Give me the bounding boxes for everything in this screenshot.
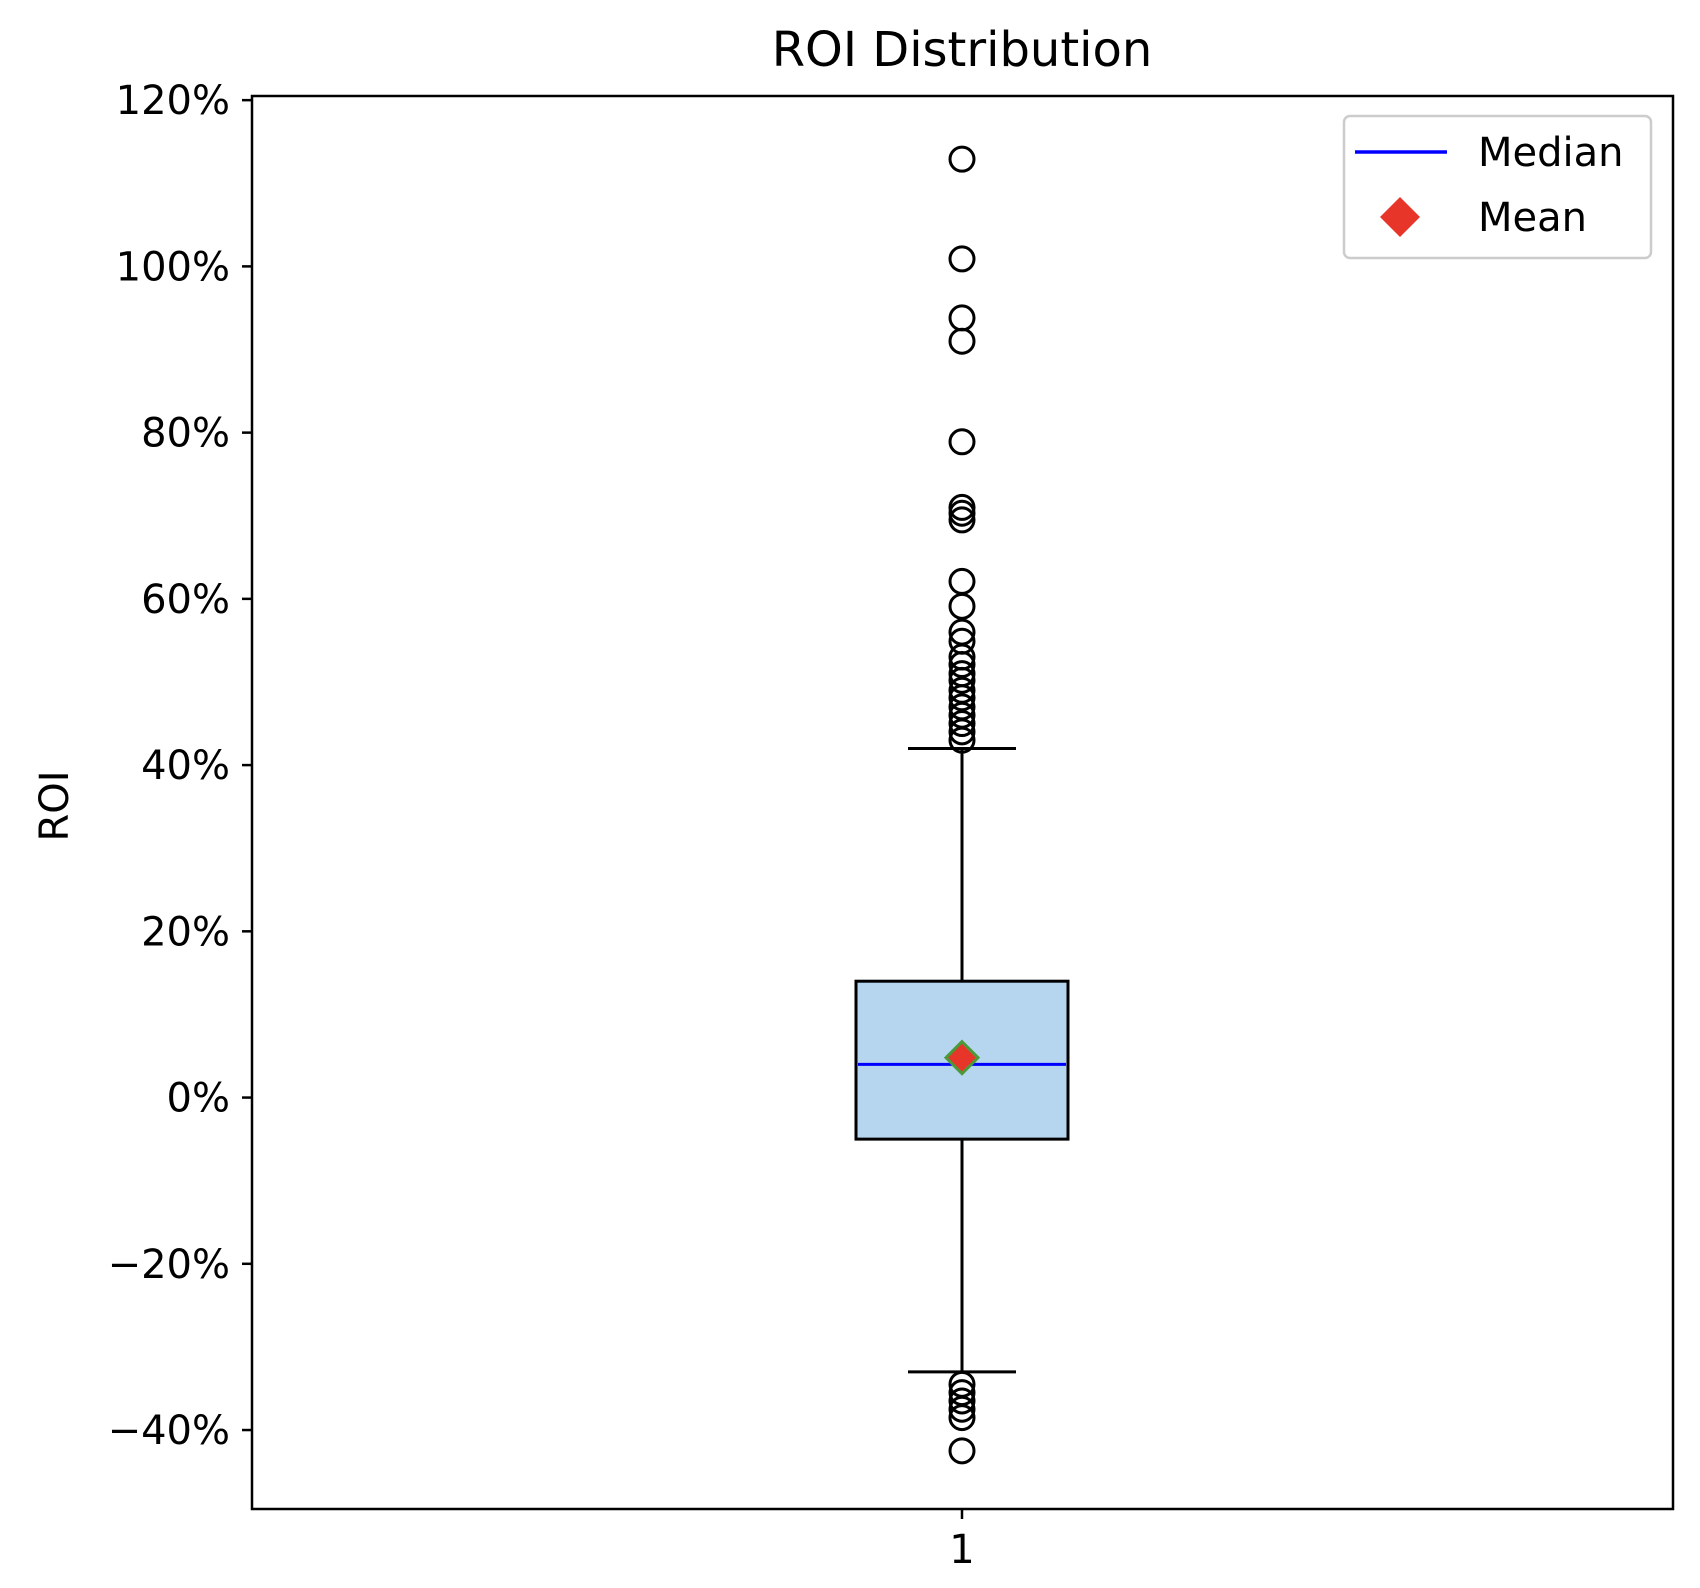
mean-marker	[943, 1039, 981, 1076]
outlier-point	[948, 651, 976, 679]
outlier-point	[948, 428, 976, 456]
outlier-point	[948, 1387, 976, 1415]
outlier-point	[948, 245, 976, 273]
y-tick-label: 20%	[141, 909, 230, 955]
outlier-point	[948, 327, 976, 355]
outlier-point	[948, 592, 976, 620]
outlier-point	[948, 1437, 976, 1465]
outlier-point	[948, 145, 976, 173]
outlier-point	[948, 1395, 976, 1423]
y-axis-label: ROI	[32, 770, 78, 841]
outlier-point	[948, 666, 976, 694]
y-tick-label: 60%	[141, 577, 230, 623]
outlier-point	[948, 304, 976, 332]
outlier-point	[948, 499, 976, 527]
y-tick-label: −20%	[108, 1242, 230, 1288]
legend-mean-swatch	[1380, 197, 1420, 237]
y-tick-label: 120%	[116, 78, 230, 124]
outlier-point	[948, 710, 976, 738]
legend: Median Mean	[1342, 114, 1653, 260]
outlier-point	[948, 567, 976, 595]
y-tick-label: 80%	[141, 411, 230, 457]
plot-area: −40% −20% 0% 20% 40% 60% 80% 100% 120% 1	[108, 78, 1675, 1573]
y-tick-label: 40%	[141, 743, 230, 789]
x-tick-label: 1	[949, 1527, 974, 1573]
legend-mean-label: Mean	[1478, 195, 1587, 241]
y-tick-label: −40%	[108, 1408, 230, 1454]
outlier-point	[948, 506, 976, 534]
legend-median-label: Median	[1478, 130, 1624, 176]
y-tick-label: 100%	[116, 244, 230, 290]
y-tick-label: 0%	[167, 1076, 230, 1122]
outlier-point	[948, 718, 976, 746]
outlier-point	[948, 684, 976, 712]
outlier-point	[948, 1404, 976, 1432]
chart-title: ROI Distribution	[772, 22, 1153, 78]
outlier-point	[948, 726, 976, 754]
